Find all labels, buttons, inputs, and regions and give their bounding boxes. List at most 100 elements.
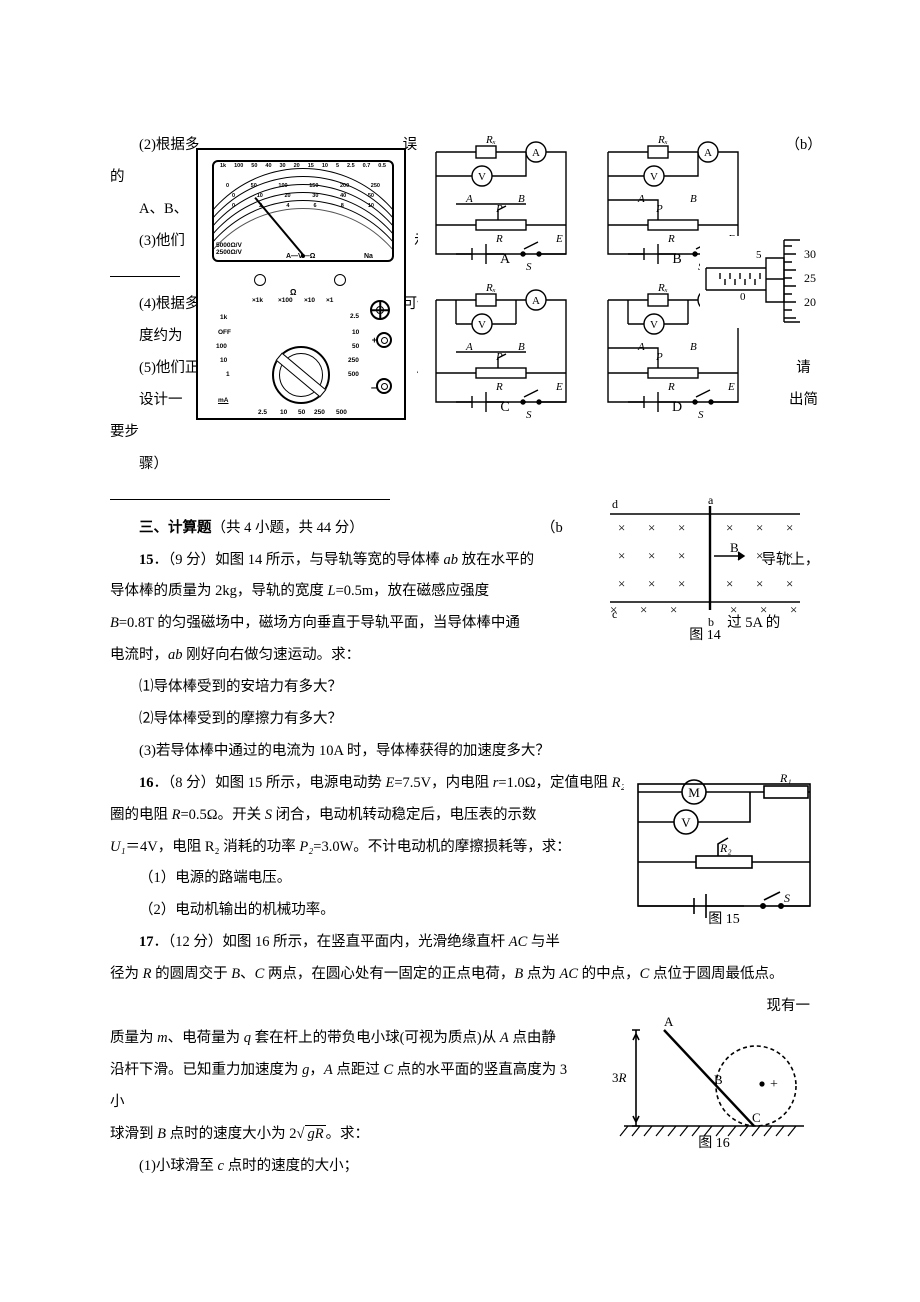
svg-text:S: S [526, 409, 532, 421]
svg-text:A: A [532, 295, 540, 307]
svg-text:V: V [650, 171, 658, 183]
multimeter-body: 1k100 5040 3020 1510 52.5 0.70.5 050 100… [196, 148, 406, 420]
svg-text:A: A [637, 341, 645, 353]
svg-text:d: d [612, 497, 618, 511]
svg-text:R: R [667, 233, 675, 245]
svg-text:V: V [478, 171, 486, 183]
btm-250: 250 [314, 406, 325, 420]
svg-text:V: V [478, 319, 486, 331]
svg-text:P: P [495, 203, 503, 215]
svg-text:×: × [618, 548, 625, 563]
plug-minus-icon [376, 378, 392, 394]
svg-text:×: × [726, 576, 733, 591]
circuit-group-left: A V Rₓ A B P R S [418, 134, 598, 434]
mm-row4: 02 46 810 [214, 200, 392, 212]
svg-text:×: × [730, 602, 737, 617]
svg-text:c: c [612, 607, 617, 621]
figure-16: A B C + 3R 图 16 [604, 1016, 824, 1156]
svg-text:×: × [648, 548, 655, 563]
svg-text:R₂: R₂ [719, 841, 732, 855]
range-500: 500 [348, 368, 359, 382]
fig15-caption: 图 15 [708, 905, 740, 936]
multimeter-figure: 1k100 5040 3020 1510 52.5 0.70.5 050 100… [196, 148, 406, 420]
btm-50: 50 [298, 406, 305, 420]
zero-adjust-icon [370, 300, 390, 320]
svg-text:E: E [555, 381, 563, 393]
svg-text:Rₓ: Rₓ [485, 282, 496, 294]
svg-text:×: × [760, 602, 767, 617]
svg-text:×: × [786, 520, 793, 535]
svg-text:×: × [640, 602, 647, 617]
svg-text:a: a [708, 493, 714, 507]
svg-text:5: 5 [756, 249, 762, 261]
range-250: 250 [348, 354, 359, 368]
svg-text:B: B [690, 341, 697, 353]
svg-text:0: 0 [740, 291, 746, 303]
circuit-label-d: D [672, 393, 682, 424]
svg-text:B: B [518, 193, 525, 205]
circuit-label-c: C [500, 393, 509, 424]
svg-text:B: B [714, 1072, 723, 1087]
svg-text:30: 30 [804, 247, 816, 261]
svg-text:3R: 3R [612, 1070, 627, 1085]
svg-text:Rₓ: Rₓ [657, 134, 668, 146]
svg-text:M: M [688, 785, 700, 800]
svg-text:×: × [756, 548, 763, 563]
q15-sub2: ⑵导体棒受到的摩擦力有多大？ [110, 704, 820, 736]
fig16-caption: 图 16 [698, 1129, 730, 1160]
na-label: Na [364, 249, 373, 264]
mm-scale-top: 1k100 5040 3020 1510 52.5 0.70.5 [214, 160, 392, 172]
off-label: OFF [218, 326, 231, 340]
svg-text:×: × [678, 576, 685, 591]
plug-plus-icon [376, 332, 392, 348]
range-x10: ×10 [304, 294, 315, 308]
svg-text:R: R [667, 381, 675, 393]
svg-text:20: 20 [804, 295, 816, 309]
svg-text:A: A [704, 147, 712, 159]
svg-text:V: V [681, 815, 691, 830]
svg-text:Rₓ: Rₓ [657, 282, 668, 294]
ma-label: mA [218, 394, 228, 408]
svg-text:C: C [752, 1110, 761, 1125]
q15-sub3: (3)若导体棒中通过的电流为 10A 时，导体棒获得的加速度多大？ [110, 736, 820, 768]
svg-text:A: A [532, 147, 540, 159]
jack-icon [254, 274, 266, 286]
svg-text:R: R [495, 233, 503, 245]
svg-text:A: A [664, 1016, 674, 1029]
svg-text:E: E [555, 233, 563, 245]
range-x1k: ×1k [252, 294, 263, 308]
figure-15: M V R₁ R₂ S 图 15 [624, 774, 824, 932]
figure-14: ××× ××× ××× ×× ××× ××× ××× ××× d a c b B… [590, 492, 820, 652]
range-2_5: 2.5 [350, 310, 359, 324]
circuit-label-a: A [500, 245, 510, 276]
jack-icon [334, 274, 346, 286]
svg-text:A: A [637, 193, 645, 205]
svg-text:×: × [618, 520, 625, 535]
svg-text:P: P [655, 351, 663, 363]
svg-text:25: 25 [804, 271, 816, 285]
range-50: 50 [352, 340, 359, 354]
svg-text:A: A [465, 193, 473, 205]
svg-text:×: × [648, 576, 655, 591]
svg-text:S: S [698, 409, 704, 421]
svg-text:×: × [678, 548, 685, 563]
svg-text:×: × [678, 520, 685, 535]
circuit-c: A V Rₓ A B P R S [426, 282, 584, 422]
circuit-a: A V Rₓ A B P R S [426, 134, 584, 274]
svg-text:×: × [756, 576, 763, 591]
svg-text:×: × [786, 576, 793, 591]
range-10b: 10 [352, 326, 359, 340]
svg-text:×: × [756, 520, 763, 535]
svg-text:×: × [726, 520, 733, 535]
svg-text:V: V [650, 319, 658, 331]
ohm-per-volt: 5000Ω/V 2500Ω/V [216, 242, 242, 256]
range-1k: 1k [220, 311, 227, 325]
svg-text:S: S [526, 261, 532, 273]
svg-text:P: P [495, 351, 503, 363]
plus-label: + [372, 331, 377, 351]
btm-500: 500 [336, 406, 347, 420]
circuit-label-b: B [672, 245, 681, 276]
minus-label: – [371, 376, 377, 400]
svg-text:A: A [465, 341, 473, 353]
ohm-label: Ω [290, 284, 296, 302]
